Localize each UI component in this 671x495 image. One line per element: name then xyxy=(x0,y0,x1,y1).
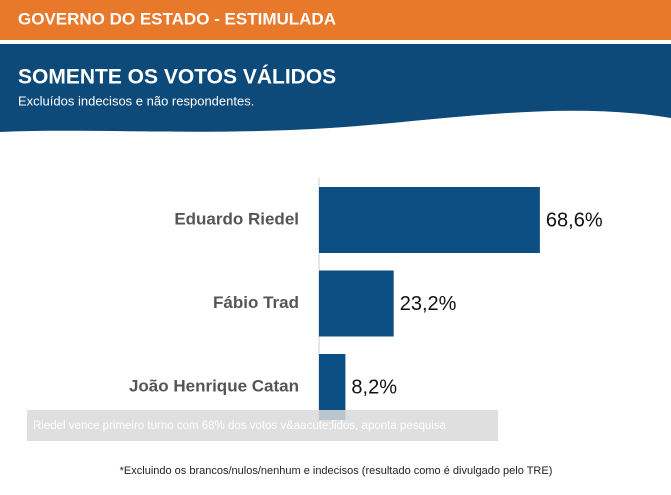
caption: Riedel vence primeiro turno com 68% dos … xyxy=(33,420,447,432)
category-label: Eduardo Riedel xyxy=(174,209,299,228)
category-label: João Henrique Catan xyxy=(129,376,299,395)
bar xyxy=(319,354,346,420)
chart-title: SOMENTE OS VOTOS VÁLIDOS xyxy=(18,66,336,89)
value-label: 68,6% xyxy=(546,209,603,231)
value-label: 8,2% xyxy=(351,376,397,398)
header-band xyxy=(0,0,671,40)
supertitle: GOVERNO DO ESTADO - ESTIMULADA xyxy=(18,9,336,28)
footnote: *Excluindo os brancos/nulos/nenhum e ind… xyxy=(120,465,553,477)
chart-subtitle: Excluídos indecisos e não respondentes. xyxy=(18,93,254,108)
bar xyxy=(319,270,394,337)
title-band xyxy=(0,44,671,132)
bar xyxy=(319,187,540,253)
value-label: 23,2% xyxy=(400,293,457,315)
category-label: Fábio Trad xyxy=(213,293,299,312)
caption-box xyxy=(27,410,498,441)
